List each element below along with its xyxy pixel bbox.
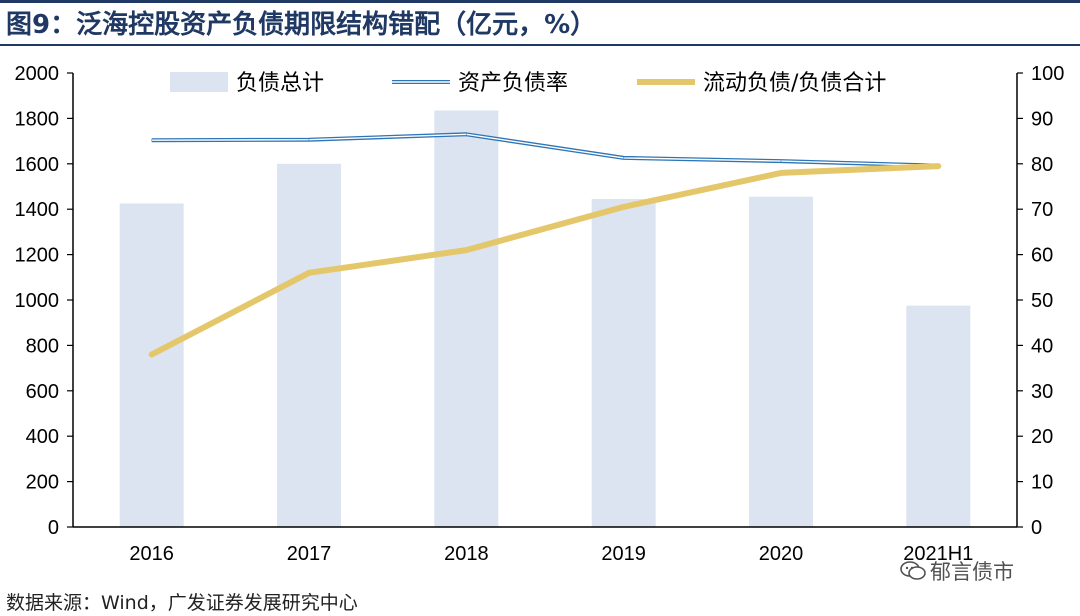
ratio-line-outer: [151, 132, 939, 168]
watermark-text: 郁言债市: [930, 560, 1014, 584]
share-point-2019: [623, 206, 625, 208]
bar-2018: [434, 110, 499, 527]
left-tick-label: 1400: [15, 199, 60, 221]
title-rule: [0, 44, 1080, 46]
x-tick-label: 2016: [129, 543, 174, 565]
right-tick-label: 10: [1031, 472, 1053, 494]
ratio-point-2019: [623, 157, 625, 159]
x-tick-label: 2018: [444, 543, 489, 565]
right-tick-label: 30: [1031, 381, 1053, 403]
share-point-2020: [780, 172, 782, 174]
legend-label-share: 流动负债/负债合计: [703, 71, 886, 96]
left-tick-label: 1800: [15, 108, 60, 130]
right-tick-label: 40: [1031, 335, 1053, 357]
bar-2020: [749, 196, 813, 527]
ratio-line-inner: [151, 133, 939, 167]
source-note: 数据来源：Wind，广发证券发展研究中心: [6, 592, 358, 614]
bar-2021H1: [906, 305, 971, 527]
legend-label-bar: 负债总计: [236, 71, 324, 96]
x-tick-label: 2019: [601, 543, 646, 565]
left-tick-label: 600: [26, 381, 59, 403]
left-tick-label: 1000: [15, 290, 60, 312]
share-point-2016: [151, 353, 153, 355]
left-tick-label: 200: [26, 472, 59, 494]
bar-2016: [119, 203, 184, 527]
left-tick-label: 1200: [15, 245, 60, 267]
x-tick-label: 2020: [759, 543, 804, 565]
share-line: [148, 163, 942, 358]
chart: 0 200 400 600 800 1000 1200 1400 1600 1800 2000 0 10…: [15, 63, 1065, 565]
right-tick-label: 80: [1031, 154, 1053, 176]
watermark: 郁言债市: [900, 556, 1014, 586]
share-point-2021H1: [937, 165, 939, 167]
right-tick-label: 70: [1031, 199, 1053, 221]
right-tick-label: 60: [1031, 245, 1053, 267]
right-tick-label: 100: [1031, 63, 1064, 85]
left-tick-label: 1600: [15, 154, 60, 176]
left-tick-label: 800: [26, 335, 59, 357]
ratio-point-2020: [780, 160, 782, 162]
wechat-icon: [900, 561, 926, 580]
right-tick-label: 50: [1031, 290, 1053, 312]
share-point-2018: [465, 249, 467, 251]
legend-label-ratio: 资产负债率: [458, 71, 568, 96]
right-tick-label: 20: [1031, 426, 1053, 448]
top-rule: [0, 0, 1080, 3]
left-tick-label: 400: [26, 426, 59, 448]
right-tick-label: 90: [1031, 108, 1053, 130]
right-tick-label: 0: [1031, 517, 1042, 539]
share-point-2017: [308, 272, 310, 274]
x-tick-label: 2017: [287, 543, 332, 565]
ratio-point-2018: [465, 133, 467, 135]
ratio-point-2016: [151, 139, 153, 141]
legend-swatch-bar: [170, 72, 228, 92]
left-tick-label: 2000: [15, 63, 60, 85]
x-tick-label: 2021H1: [903, 543, 973, 565]
chart-title: 图9：泛海控股资产负债期限结构错配（亿元，%）: [6, 10, 597, 40]
ratio-point-2017: [308, 139, 310, 141]
bar-2017: [277, 163, 341, 528]
left-tick-label: 0: [48, 517, 59, 539]
bar-2019: [591, 198, 656, 528]
